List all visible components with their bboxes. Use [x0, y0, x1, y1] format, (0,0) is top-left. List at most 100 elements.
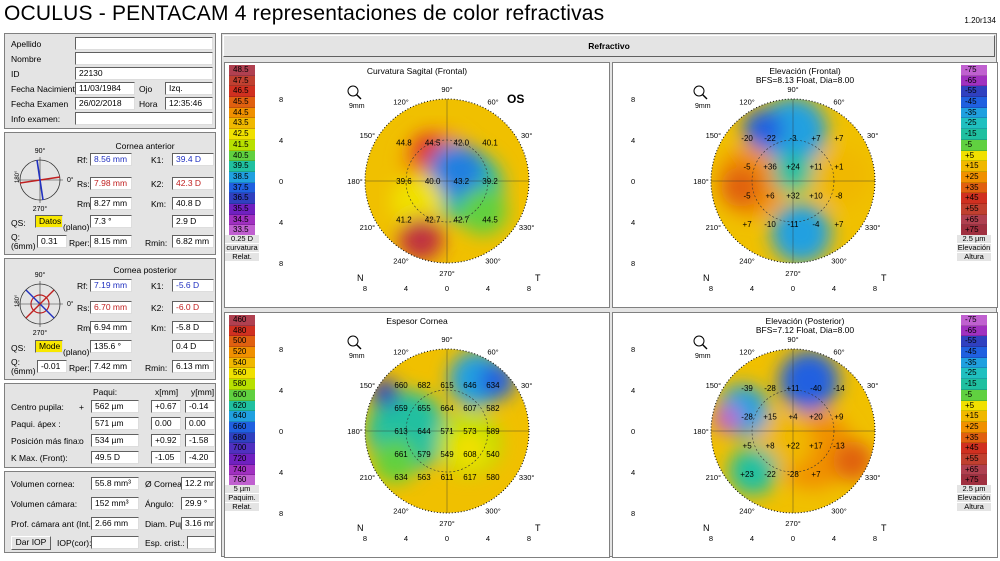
map-elev_front[interactable]: Elevación (Frontal) BFS=8.13 Float, Dia=8… — [612, 62, 998, 308]
y-tick: 8 — [279, 345, 283, 354]
angulo: 29.9 ° — [181, 497, 215, 510]
compass-left: 180° — [15, 294, 21, 307]
map-value: +32 — [786, 191, 800, 200]
k2-label: K2: — [151, 303, 164, 313]
anterior-q: 0.31 — [37, 235, 67, 248]
angle-label: 150° — [706, 381, 722, 390]
map-value: 540 — [486, 450, 500, 459]
scale-label-2: Relat. — [225, 503, 259, 511]
map-value: 607 — [463, 404, 477, 413]
scale-step: 680 — [229, 432, 255, 444]
magnifier-icon[interactable] — [693, 335, 708, 350]
table-cell-paqui: 49.5 D — [91, 451, 139, 464]
iop-field[interactable] — [91, 536, 139, 549]
hora-field[interactable]: 12:35:46 — [165, 97, 213, 110]
scale-step: 39.5 — [229, 161, 255, 172]
magnifier-icon[interactable] — [693, 85, 708, 100]
map-elev_post[interactable]: Elevación (Posterior) BFS=7.12 Float, Dia… — [612, 312, 998, 558]
id-field[interactable]: 22130 — [75, 67, 213, 80]
anterior-axis-diagram: 90° 270° 180° 0° — [15, 147, 73, 213]
anterior-qs-badge[interactable]: Datos! — [35, 215, 63, 228]
fnac-field[interactable]: 11/03/1984 — [75, 82, 135, 95]
scale-step: +45 — [961, 193, 987, 204]
anterior-rper: 8.15 mm — [90, 235, 132, 248]
map-espesor[interactable]: Espesor Cornea 460 480 500 520 540 560 580 600 62… — [224, 312, 610, 558]
nombre-field[interactable] — [75, 52, 213, 65]
scale-step: -5 — [961, 139, 987, 151]
scale-step: -55 — [961, 336, 987, 348]
map-value: -28 — [741, 413, 753, 422]
x-tick: 0 — [791, 284, 795, 293]
q-label: Q: — [11, 232, 20, 242]
map-value: +7 — [811, 470, 821, 479]
map-value: +1 — [834, 163, 844, 172]
scale-step: 580 — [229, 379, 255, 390]
x-tick: 8 — [709, 534, 713, 543]
scale-step: 38.5 — [229, 171, 255, 183]
tab-refractivo[interactable]: Refractivo — [223, 35, 995, 57]
posterior-qs-badge[interactable]: Mode — [35, 340, 63, 353]
x-tick: 8 — [873, 284, 877, 293]
scale-step: 660 — [229, 421, 255, 433]
x-tick: 8 — [527, 534, 531, 543]
scale-step: -55 — [961, 86, 987, 98]
map-value: 661 — [394, 450, 408, 459]
scale-step: +5 — [961, 150, 987, 162]
scale-step: 740 — [229, 464, 255, 476]
anterior-rf: 8.56 mm — [90, 153, 132, 166]
scale-step: +45 — [961, 443, 987, 454]
scale-step: +55 — [961, 203, 987, 215]
scale-step: +35 — [961, 182, 987, 194]
map-value: 40.0 — [425, 177, 441, 186]
x-tick: 0 — [791, 534, 795, 543]
angle-label: 120° — [393, 97, 409, 106]
scale-step: 480 — [229, 325, 255, 337]
ojo-field[interactable]: Izq. — [165, 82, 213, 95]
fexam-field[interactable]: 26/02/2018 — [75, 97, 135, 110]
scale-step: 45.5 — [229, 97, 255, 108]
x-tick: 8 — [363, 284, 367, 293]
map-value: +20 — [809, 413, 823, 422]
apellido-field[interactable] — [75, 37, 213, 50]
posterior-k1: -5.6 D — [172, 279, 214, 292]
scale-step: 600 — [229, 389, 255, 401]
angle-label: 240° — [393, 507, 409, 516]
angle-label: 30° — [521, 381, 532, 390]
map-value: +7 — [834, 220, 844, 229]
plano-label: (plano) — [63, 347, 90, 357]
scale-step: 640 — [229, 411, 255, 422]
map-value: +5 — [743, 441, 753, 450]
map-value: 634 — [394, 473, 408, 482]
angle-label: 210° — [706, 473, 722, 482]
angle-label: 120° — [393, 347, 409, 356]
map-canvas: 90° 120° 150° 180° 210° 240° 270° 300° 330° 60° 30… — [279, 335, 541, 543]
anterior-rs: 7.98 mm — [90, 177, 132, 190]
magnifier-icon[interactable] — [347, 85, 362, 100]
temporal-label: T — [535, 273, 541, 283]
scale-step: 41.5 — [229, 139, 255, 151]
volumes-panel: Volumen cornea: 55.8 mm³ Ø Cornea: 12.2 … — [4, 471, 216, 553]
angle-label: 330° — [519, 473, 535, 482]
scale-label: Elevación — [957, 493, 991, 502]
magnifier-icon[interactable] — [347, 335, 362, 350]
map-subtitle: BFS=7.12 Float, Dia=8.00 — [755, 325, 855, 335]
vol-camara-label: Volumen cámara: — [11, 499, 78, 509]
esp-crist-field[interactable] — [187, 536, 215, 549]
dar-iop-button[interactable]: Dar IOP — [11, 536, 51, 550]
patient-panel: Apellido Nombre ID 22130 Fecha Nacimient… — [4, 33, 216, 129]
scale-step: 520 — [229, 347, 255, 358]
map-value: -40 — [810, 384, 822, 393]
x-tick: 4 — [750, 534, 754, 543]
map-value: -39 — [741, 384, 753, 393]
map-value: 40.1 — [482, 139, 498, 148]
scale-step: +25 — [961, 421, 987, 433]
scale-step: -15 — [961, 129, 987, 140]
info-field[interactable] — [75, 112, 213, 125]
map-sagital[interactable]: Curvatura Sagital (Frontal) 48.5 47.5 46.5 4… — [224, 62, 610, 308]
scale-step: -65 — [961, 325, 987, 337]
y-tick: 0 — [279, 427, 283, 436]
plano-label: (plano) — [63, 222, 90, 232]
angle-label: 270° — [785, 519, 801, 528]
map-value: 41.2 — [396, 215, 412, 224]
table-cell-paqui: 571 µm — [91, 417, 139, 430]
